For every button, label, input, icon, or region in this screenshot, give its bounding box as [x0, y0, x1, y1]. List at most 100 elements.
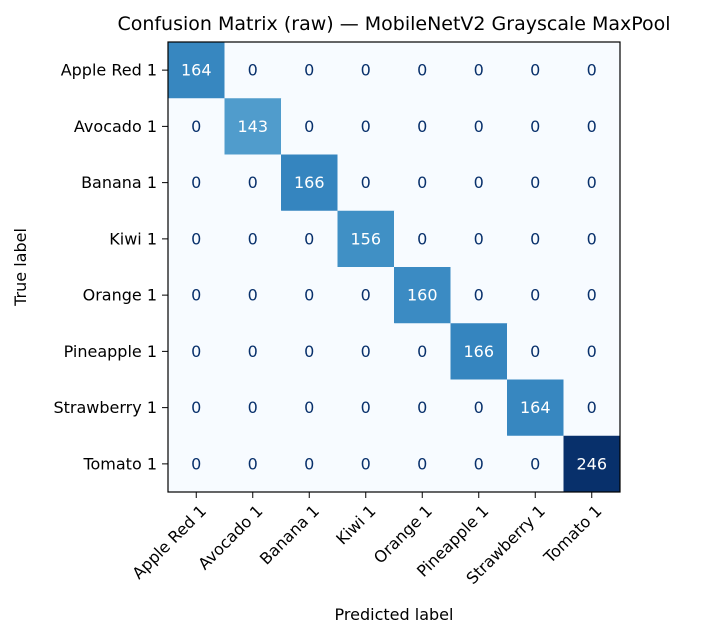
x-tick-label: Kiwi 1	[332, 501, 379, 548]
cell-value-label: 0	[191, 454, 201, 473]
cell-value-label: 0	[361, 342, 371, 361]
heatmap-cell	[224, 98, 282, 155]
heatmap-cell	[281, 42, 338, 99]
heatmap-cell	[281, 154, 338, 212]
heatmap-cell	[563, 154, 621, 212]
heatmap-cell	[168, 210, 225, 268]
heatmap-cells: 164 0 0 0 0 0 0 0 0 143 0 0 0 0 0 0 0 0 166 0 0 0 0 0 0 0 0 156 0 0 0 0…	[168, 42, 621, 493]
x-tick-label: Tomato 1	[539, 501, 605, 567]
heatmap-cell	[450, 98, 508, 155]
cell-value-label: 0	[530, 454, 540, 473]
cell-value-label: 0	[587, 61, 597, 80]
heatmap-cell	[281, 323, 338, 380]
heatmap-cell	[507, 154, 564, 212]
cell-value-label: 143	[237, 117, 268, 136]
cell-value-label: 0	[530, 229, 540, 248]
cell-value-label: 0	[530, 342, 540, 361]
heatmap-cell	[507, 210, 564, 268]
y-tick-label: Strawberry 1	[53, 398, 157, 417]
cell-value-label: 0	[191, 173, 201, 192]
y-tick-label: Tomato 1	[82, 454, 157, 473]
cell-value-label: 0	[191, 117, 201, 136]
heatmap-cell	[394, 98, 451, 155]
y-tick-label: Orange 1	[83, 286, 157, 305]
cell-value-label: 0	[248, 61, 258, 80]
heatmap-cell	[224, 323, 282, 380]
cell-value-label: 0	[248, 229, 258, 248]
heatmap-cell	[563, 267, 621, 324]
heatmap-cell	[337, 210, 395, 268]
y-axis-ticks: Apple Red 1 Avocado 1 Banana 1 Kiwi 1 Orange…	[53, 61, 168, 473]
cell-value-label: 0	[361, 61, 371, 80]
heatmap-cell	[224, 42, 282, 99]
heatmap-cell	[281, 379, 338, 437]
heatmap-cell	[168, 267, 225, 324]
heatmap-cell	[337, 323, 395, 380]
cell-value-label: 0	[417, 173, 427, 192]
x-axis-label: Predicted label	[335, 605, 454, 624]
heatmap-cell	[394, 323, 451, 380]
heatmap-cell	[450, 323, 508, 380]
heatmap-cell	[507, 435, 564, 493]
heatmap-cell	[450, 154, 508, 212]
cell-value-label: 0	[587, 117, 597, 136]
heatmap-cell	[337, 154, 395, 212]
cell-value-label: 0	[248, 342, 258, 361]
heatmap-cell	[507, 98, 564, 155]
heatmap-cell	[281, 435, 338, 493]
x-tick-label: Apple Red 1	[128, 501, 210, 583]
heatmap-cell	[337, 42, 395, 99]
heatmap-cell	[281, 98, 338, 155]
cell-value-label: 0	[587, 229, 597, 248]
heatmap-cell	[450, 267, 508, 324]
heatmap-cell	[507, 267, 564, 324]
plot-frame	[167, 41, 621, 493]
y-tick-label: Apple Red 1	[61, 61, 157, 80]
cell-value-label: 0	[417, 398, 427, 417]
cell-value-label: 0	[361, 286, 371, 305]
cell-value-label: 0	[304, 117, 314, 136]
cell-value-label: 160	[407, 286, 438, 305]
heatmap-cell	[394, 154, 451, 212]
heatmap-cell	[563, 42, 621, 99]
cell-value-label: 0	[587, 173, 597, 192]
cell-value-label: 0	[474, 229, 484, 248]
heatmap-cell	[394, 379, 451, 437]
cell-value-label: 0	[474, 61, 484, 80]
x-tick-label: Banana 1	[256, 501, 323, 568]
cell-value-label: 0	[530, 173, 540, 192]
heatmap-cell	[168, 379, 225, 437]
cell-value-label: 0	[361, 398, 371, 417]
heatmap-cell	[281, 267, 338, 324]
cell-value-label: 156	[350, 229, 381, 248]
cell-value-label: 0	[191, 398, 201, 417]
cell-value-label: 0	[530, 61, 540, 80]
heatmap-cell	[394, 210, 451, 268]
cell-value-label: 0	[587, 286, 597, 305]
heatmap-cell	[168, 435, 225, 493]
cell-value-label: 0	[417, 61, 427, 80]
heatmap-cell	[450, 210, 508, 268]
cell-value-label: 0	[474, 454, 484, 473]
heatmap-cell	[394, 42, 451, 99]
cell-value-label: 0	[304, 229, 314, 248]
y-axis-label: True label	[11, 228, 30, 307]
cell-value-label: 0	[474, 286, 484, 305]
cell-value-label: 0	[361, 173, 371, 192]
heatmap-cell	[337, 435, 395, 493]
heatmap-cell	[563, 98, 621, 155]
cell-value-label: 0	[191, 229, 201, 248]
y-tick-label: Avocado 1	[74, 117, 157, 136]
heatmap-cell	[450, 435, 508, 493]
cell-value-label: 0	[191, 342, 201, 361]
heatmap-cell	[168, 154, 225, 212]
cell-value-label: 0	[417, 229, 427, 248]
cell-value-label: 246	[576, 454, 607, 473]
y-tick-label: Banana 1	[81, 173, 157, 192]
cell-value-label: 0	[304, 61, 314, 80]
heatmap-cell	[563, 210, 621, 268]
cell-value-label: 0	[417, 454, 427, 473]
cell-value-label: 166	[463, 342, 494, 361]
